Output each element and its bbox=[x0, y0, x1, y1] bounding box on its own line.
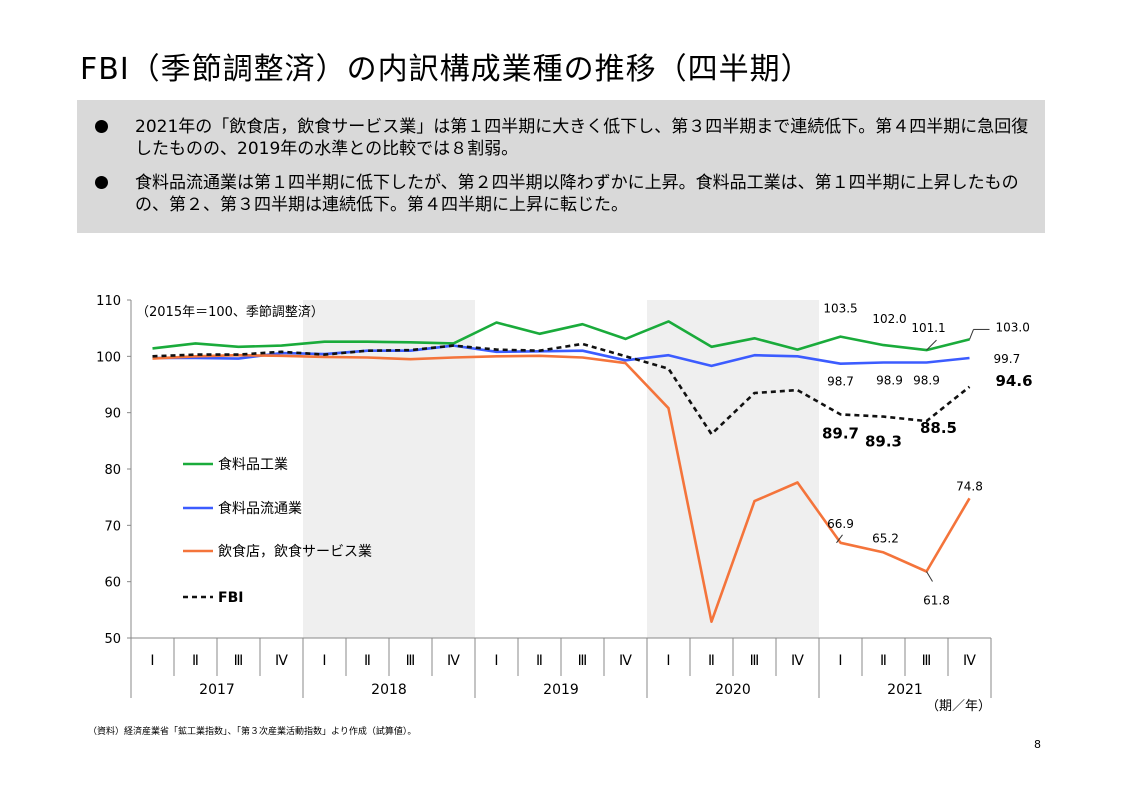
year-label: 2020 bbox=[715, 682, 751, 698]
page-number: 8 bbox=[1034, 738, 1041, 751]
series-line bbox=[152, 342, 971, 436]
legend-entry: FBI bbox=[218, 590, 243, 606]
data-label: 98.9 bbox=[876, 374, 903, 388]
quarter-label: Ⅰ bbox=[838, 653, 842, 669]
quarter-label: Ⅲ bbox=[578, 653, 588, 669]
source-footnote: （資料）経済産業省「鉱工業指数」、「第３次産業活動指数」より作成（試算値）。 bbox=[88, 727, 417, 737]
series-line bbox=[152, 320, 970, 352]
quarter-label: Ⅳ bbox=[963, 653, 976, 669]
data-label: 102.0 bbox=[872, 312, 906, 326]
year-label: 2019 bbox=[543, 682, 579, 698]
summary-bullet-text: 食料品流通業は第１四半期に低下したが、第２四半期以降わずかに上昇。食料品工業は、… bbox=[135, 173, 1019, 215]
year-label: 2021 bbox=[887, 682, 923, 698]
summary-bullet-text: 2021年の「飲食店，飲食サービス業」は第１四半期に大きく低下し、第３四半期まで… bbox=[135, 117, 1029, 159]
quarter-label: Ⅳ bbox=[791, 653, 804, 669]
year-label: 2018 bbox=[371, 682, 407, 698]
data-label: 103.5 bbox=[823, 302, 857, 316]
data-label: 98.7 bbox=[827, 375, 854, 389]
y-tick-label: 90 bbox=[104, 407, 121, 422]
data-label: 66.9 bbox=[827, 517, 854, 531]
legend-entry: 飲食店，飲食サービス業 bbox=[218, 543, 372, 560]
quarter-label: Ⅳ bbox=[619, 653, 632, 669]
leader-line bbox=[836, 534, 843, 544]
data-label: 65.2 bbox=[872, 531, 899, 545]
data-label: 89.7 bbox=[822, 424, 859, 442]
quarter-label: Ⅱ bbox=[536, 653, 543, 669]
summary-box: 2021年の「飲食店，飲食サービス業」は第１四半期に大きく低下し、第３四半期まで… bbox=[77, 100, 1045, 233]
leader-line bbox=[926, 571, 933, 582]
quarter-label: Ⅳ bbox=[275, 653, 288, 669]
data-label: 98.9 bbox=[913, 374, 940, 388]
quarter-label: Ⅳ bbox=[447, 653, 460, 669]
series-line bbox=[152, 353, 971, 624]
quarter-label: Ⅱ bbox=[880, 653, 887, 669]
page-title: FBI（季節調整済）の内訳構成業種の推移（四半期） bbox=[80, 52, 812, 87]
quarter-label: Ⅱ bbox=[364, 653, 371, 669]
data-label: 88.5 bbox=[920, 419, 957, 437]
shaded-year-band bbox=[647, 300, 819, 638]
leader-line bbox=[969, 329, 974, 340]
data-label: 103.0 bbox=[996, 320, 1030, 334]
y-tick-label: 80 bbox=[104, 463, 121, 478]
y-tick-label: 50 bbox=[104, 632, 121, 647]
y-tick-label: 60 bbox=[104, 576, 121, 591]
data-label: 99.7 bbox=[994, 352, 1021, 366]
quarter-label: Ⅲ bbox=[750, 653, 760, 669]
data-label: 89.3 bbox=[865, 433, 902, 451]
quarter-label: Ⅲ bbox=[234, 653, 244, 669]
bullet-dot-icon bbox=[95, 176, 108, 189]
quarter-label: Ⅲ bbox=[922, 653, 932, 669]
data-label: 94.6 bbox=[996, 372, 1033, 390]
quarter-label: Ⅰ bbox=[494, 653, 498, 669]
chart-note: （2015年＝100、季節調整済） bbox=[136, 304, 324, 320]
y-tick-label: 70 bbox=[104, 519, 121, 534]
data-label: 101.1 bbox=[911, 321, 945, 335]
bullet-dot-icon bbox=[95, 120, 108, 133]
year-label: 2017 bbox=[199, 682, 235, 698]
y-tick-label: 110 bbox=[96, 294, 121, 309]
legend-entry: 食料品流通業 bbox=[218, 500, 302, 517]
leader-line bbox=[926, 339, 937, 351]
data-label: 61.8 bbox=[923, 594, 950, 608]
quarter-label: Ⅰ bbox=[150, 653, 154, 669]
quarter-label: Ⅰ bbox=[322, 653, 326, 669]
quarter-label: Ⅱ bbox=[192, 653, 199, 669]
data-label: 74.8 bbox=[956, 479, 983, 493]
legend-entry: 食料品工業 bbox=[218, 456, 288, 473]
quarter-label: Ⅰ bbox=[666, 653, 670, 669]
quarter-label: Ⅱ bbox=[708, 653, 715, 669]
quarter-label: Ⅲ bbox=[406, 653, 416, 669]
y-tick-label: 100 bbox=[96, 350, 121, 365]
x-unit-label: （期／年） bbox=[926, 699, 991, 714]
